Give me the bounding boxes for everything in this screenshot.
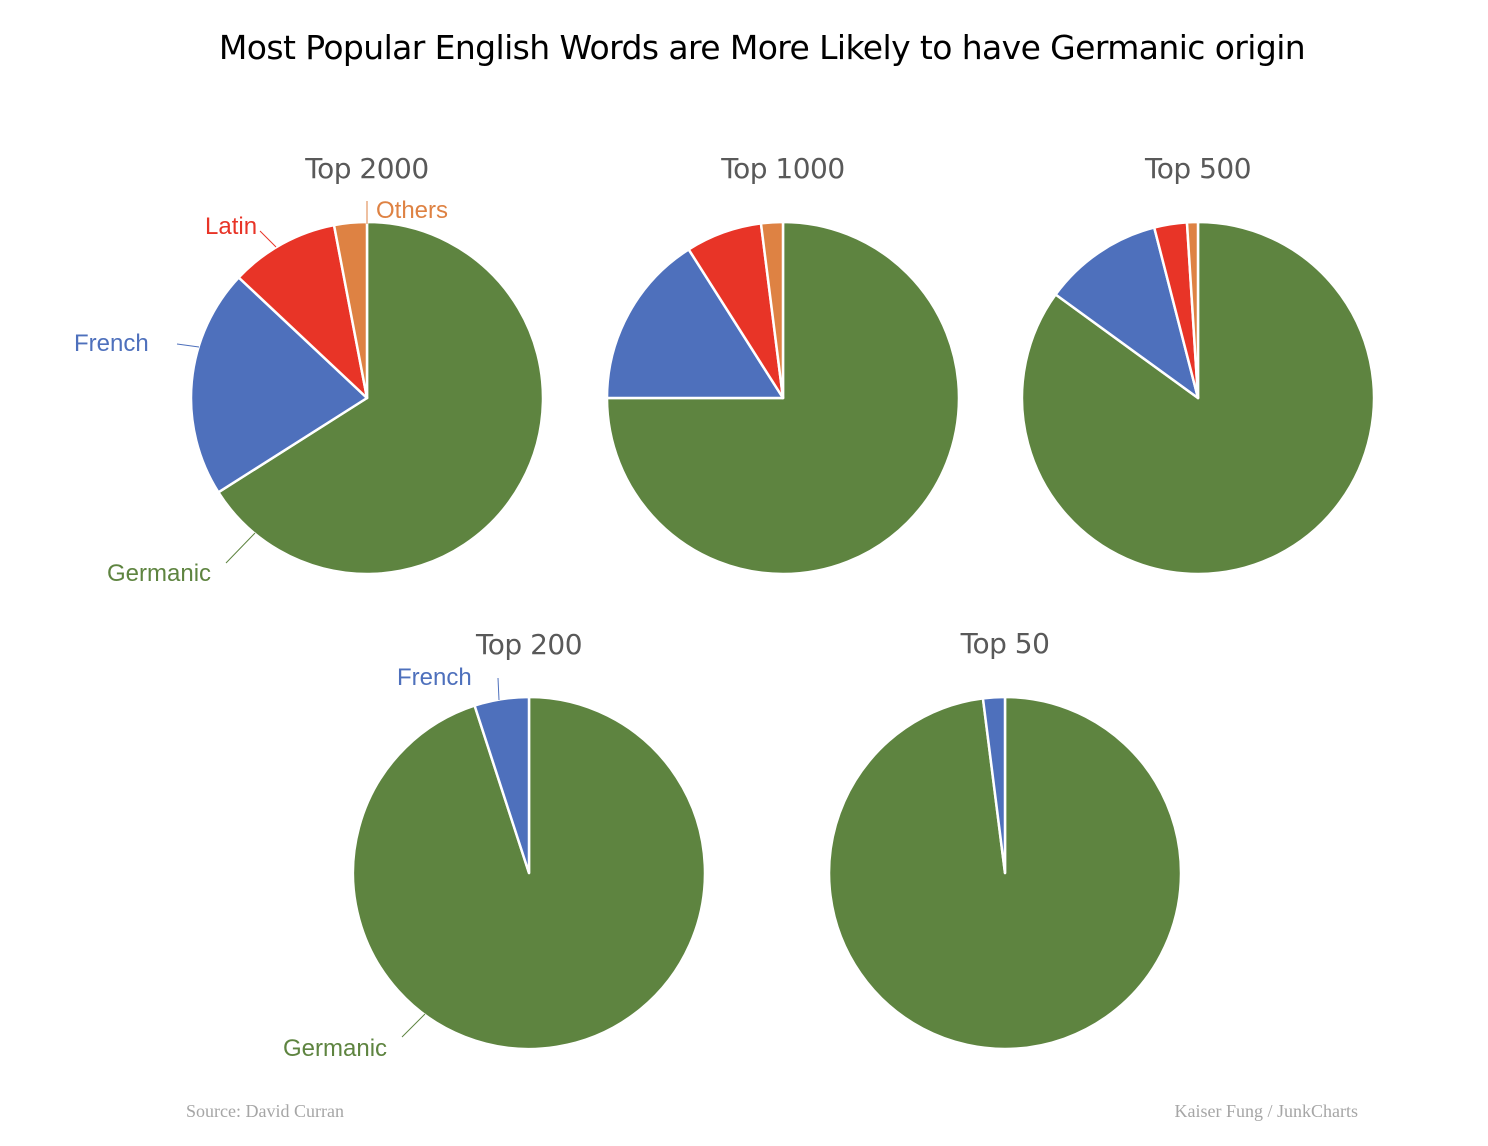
slice-others <box>1185 220 1200 400</box>
slice-label-germanic: Germanic <box>283 1035 388 1062</box>
pie-title: Top 2000 <box>305 152 429 185</box>
pie-top-500 <box>1020 220 1376 576</box>
leader-line <box>401 1013 426 1038</box>
slice-label-french: French <box>397 664 472 691</box>
leader-line <box>259 230 277 248</box>
slice-others <box>759 220 785 400</box>
pie-top-2000 <box>189 220 545 576</box>
leader-line <box>176 343 200 348</box>
pie-title: Top 1000 <box>721 152 845 185</box>
chart-main-title: Most Popular English Words are More Like… <box>218 28 1306 67</box>
pie-top-200 <box>351 695 707 1051</box>
pie-title: Top 200 <box>475 628 583 661</box>
slice-label-others: Others <box>376 197 449 224</box>
slice-french <box>981 695 1007 875</box>
slice-label-latin: Latin <box>205 213 258 240</box>
pie-title: Top 50 <box>960 627 1050 660</box>
slice-label-germanic: Germanic <box>107 560 212 587</box>
slice-french <box>189 276 369 494</box>
pie-top-50 <box>827 695 1183 1051</box>
source-note: Source: David Curran <box>186 1101 344 1121</box>
slice-germanic <box>1020 220 1376 576</box>
slice-label-french: French <box>74 330 149 357</box>
pie-top-1000 <box>605 220 961 576</box>
slice-latin <box>237 223 369 400</box>
slice-french <box>473 695 531 875</box>
slice-french <box>605 248 785 400</box>
slice-germanic <box>605 220 961 576</box>
slice-germanic <box>217 220 545 576</box>
leader-line <box>225 532 256 564</box>
leader-line <box>497 677 500 701</box>
credit-note: Kaiser Fung / JunkCharts <box>1174 1101 1359 1121</box>
slice-french <box>1054 226 1200 400</box>
pie-title: Top 500 <box>1144 152 1252 185</box>
